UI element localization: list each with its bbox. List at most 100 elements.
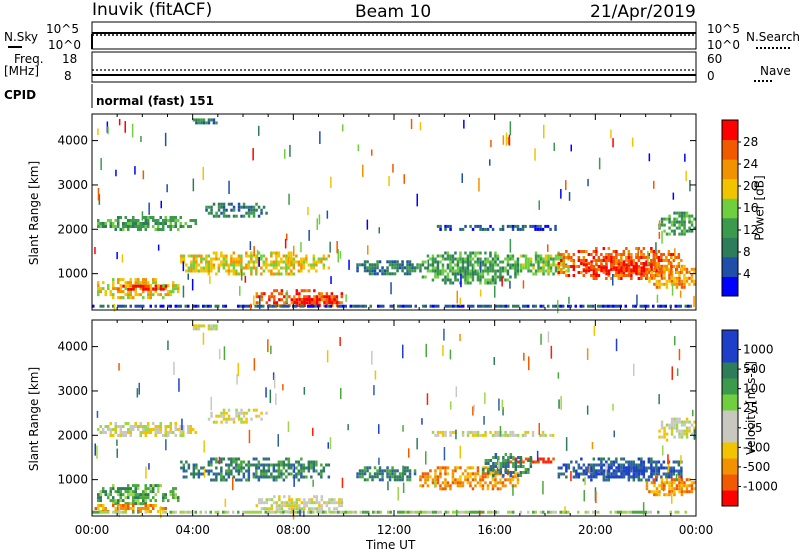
power-colorbar-swatch <box>722 237 738 258</box>
velocity-echo-region <box>582 466 658 479</box>
velocity-speckles <box>94 325 696 520</box>
xtick-label: 04:00 <box>175 523 210 537</box>
velocity-colorbar-swatch <box>722 362 738 379</box>
velocity-colorbar-swatch <box>722 458 738 475</box>
nsky-label: N.Sky <box>4 30 39 44</box>
nave-tick-high: 60 <box>707 52 723 66</box>
freq-label: Freq. <box>14 52 44 66</box>
power-echo-region <box>97 216 197 231</box>
velocity-colorbar-swatch <box>722 426 738 443</box>
velocity-ylabel: Slant Range [km] <box>27 366 42 472</box>
power-colorbar: 4 8 12 16 20 24 28 <box>721 119 758 297</box>
velocity-panel: 1000 2000 3000 4000 <box>57 319 697 520</box>
nave-label: Nave <box>760 64 791 78</box>
power-colorbar-swatch <box>722 159 738 180</box>
velocity-echo-region <box>180 457 331 482</box>
power-ytick-label: 4000 <box>57 134 88 148</box>
xtick-label: 16:00 <box>477 523 512 537</box>
velocity-colorbar-tick-label: 1000 <box>743 343 774 357</box>
power-colorbar-tick-label: 12 <box>743 223 758 237</box>
nave-legend-line <box>754 80 772 82</box>
power-echo-region <box>419 251 520 285</box>
nsky-panel <box>91 21 697 50</box>
velocity-colorbar-label: Velocity [m s-1] <box>743 361 758 455</box>
velocity-echo-region <box>92 510 687 514</box>
nsearch-label: N.Search <box>746 30 800 44</box>
power-ytick-label: 3000 <box>57 178 88 192</box>
beam-title: Beam 10 <box>355 2 432 22</box>
velocity-ytick-label: 3000 <box>57 384 88 398</box>
power-colorbar-tick-label: 24 <box>743 157 758 171</box>
power-colorbar-swatch <box>722 256 738 277</box>
xtick-label: 20:00 <box>578 523 613 537</box>
power-ylabel: Slant Range [km] <box>27 160 42 266</box>
nsearch-tick-low: 10^0 <box>707 38 740 52</box>
velocity-colorbar-swatch <box>722 474 738 491</box>
velocity-colorbar-swatch <box>722 394 738 411</box>
velocity-echo-region <box>192 324 218 331</box>
velocity-colorbar-tick-label: -1000 <box>743 479 778 493</box>
power-speckles <box>94 118 695 314</box>
power-colorbar-swatch <box>722 276 738 297</box>
power-echo-region <box>180 251 331 276</box>
velocity-ytick-label: 4000 <box>57 340 88 354</box>
velocity-echo-region <box>645 475 696 497</box>
power-colorbar-label: Power [dB] <box>752 175 767 241</box>
power-echo-region <box>356 260 419 276</box>
power-echo-region <box>117 284 168 291</box>
velocity-echo-region <box>356 466 417 482</box>
nsky-tick-high: 10^5 <box>46 22 79 36</box>
power-echo-region <box>436 224 557 231</box>
velocity-echo-region <box>97 422 197 437</box>
velocity-colorbar-tick-label: 100 <box>743 382 766 396</box>
freq-panel <box>91 51 697 83</box>
power-ytick-label: 2000 <box>57 222 88 236</box>
power-echo-region <box>92 304 692 308</box>
freq-tick-low: 8 <box>64 69 72 83</box>
xtick-label: 00:00 <box>75 523 110 537</box>
freq-tick-high: 18 <box>62 52 78 66</box>
velocity-colorbar-frame <box>721 329 739 507</box>
nsearch-tick-high: 10^5 <box>707 22 740 36</box>
velocity-colorbar-swatch <box>722 490 738 507</box>
nsearch-legend-line <box>756 47 790 49</box>
power-colorbar-tick-label: 20 <box>743 179 758 193</box>
velocity-colorbar-swatch <box>722 330 738 347</box>
velocity-colorbar: -1000 -500 -100 -25 25 100 500 1000 <box>721 329 778 507</box>
cpid-value: normal (fast) 151 <box>96 94 214 108</box>
power-colorbar-tick-label: 8 <box>743 245 751 259</box>
velocity-colorbar-swatch <box>722 378 738 395</box>
velocity-echo-region <box>97 484 180 506</box>
velocity-colorbar-tick-label: 25 <box>743 401 758 415</box>
station-title: Inuvik (fitACF) <box>92 0 213 20</box>
date-title: 21/Apr/2019 <box>590 2 696 22</box>
power-echo-region <box>582 260 658 276</box>
velocity-colorbar-swatch <box>722 442 738 459</box>
freq-unit-label: [MHz] <box>4 64 40 78</box>
velocity-colorbar-tick-label: 500 <box>743 362 766 376</box>
power-panel: 1000 2000 3000 4000 <box>57 113 697 314</box>
power-colorbar-swatch <box>722 139 738 160</box>
xaxis-label: Time UT <box>366 538 416 552</box>
power-colorbar-tick-label: 16 <box>743 201 758 215</box>
xtick-label: 00:00 <box>679 523 714 537</box>
velocity-colorbar-tick-label: -100 <box>743 440 770 454</box>
nave-tick-low: 0 <box>707 69 715 83</box>
power-colorbar-tick-label: 4 <box>743 267 751 281</box>
velocity-echo-region <box>207 408 268 424</box>
velocity-colorbar-swatch <box>722 346 738 363</box>
velocity-colorbar-tick-label: -500 <box>743 460 770 474</box>
velocity-ytick-label: 2000 <box>57 428 88 442</box>
power-colorbar-swatch <box>722 198 738 219</box>
velocity-ytick-label: 1000 <box>57 473 88 487</box>
power-colorbar-swatch <box>722 120 738 141</box>
power-colorbar-swatch <box>722 178 738 199</box>
cpid-label: CPID <box>4 88 37 102</box>
power-echo-region <box>192 118 218 125</box>
velocity-plot-area <box>92 320 696 516</box>
xtick-label: 12:00 <box>377 523 412 537</box>
power-ytick-label: 1000 <box>57 267 88 281</box>
power-echo-region <box>645 264 696 289</box>
xtick-label: 08:00 <box>276 523 311 537</box>
